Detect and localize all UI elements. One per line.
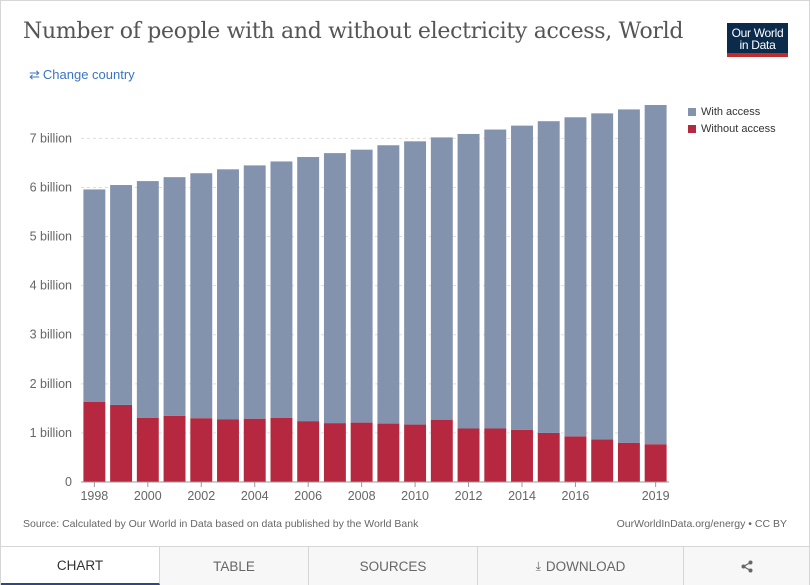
bar-with-access	[270, 161, 293, 418]
bar-without-access	[297, 421, 320, 482]
bar-without-access	[350, 422, 373, 482]
legend-swatch-without-access	[688, 124, 696, 133]
share-icon	[741, 560, 752, 572]
bar-with-access	[484, 129, 507, 429]
owid-logo[interactable]: Our World in Data	[727, 23, 788, 57]
tab-bar: CHART TABLE SOURCES ⤓ DOWNLOAD	[1, 546, 809, 585]
legend-item-with-access[interactable]: With access	[688, 103, 776, 120]
license-note[interactable]: OurWorldInData.org/energy • CC BY	[616, 518, 787, 530]
swap-arrows-icon: ⇄	[29, 67, 40, 82]
x-tick-label: 1998	[80, 489, 108, 503]
bar-without-access	[591, 439, 614, 482]
tab-table-label: TABLE	[213, 558, 255, 574]
x-tick-label: 2019	[642, 489, 670, 503]
bar-with-access	[217, 169, 239, 420]
legend-label-without-access: Without access	[701, 122, 776, 135]
y-tick-label: 2 billion	[30, 377, 72, 391]
bar-with-access	[617, 109, 640, 443]
bar-without-access	[83, 401, 106, 482]
bar-without-access	[190, 418, 213, 482]
x-tick-label: 2006	[294, 489, 322, 503]
bar-without-access	[564, 436, 587, 482]
bar-without-access	[217, 419, 239, 482]
bar-without-access	[136, 417, 159, 482]
y-tick-label: 7 billion	[30, 131, 72, 145]
bar-without-access	[110, 404, 133, 482]
legend: With access Without access	[688, 103, 776, 137]
bar-without-access	[537, 432, 560, 482]
bar-with-access	[163, 177, 186, 416]
x-tick-label: 2002	[187, 489, 215, 503]
bar-with-access	[591, 113, 614, 440]
y-tick-label: 1 billion	[30, 426, 72, 440]
x-tick-label: 2010	[401, 489, 429, 503]
tab-download[interactable]: ⤓ DOWNLOAD	[478, 547, 684, 585]
x-tick-label: 2012	[455, 489, 483, 503]
bar-without-access	[377, 423, 400, 482]
bar-with-access	[110, 185, 133, 405]
legend-label-with-access: With access	[701, 105, 761, 118]
bar-with-access	[457, 133, 480, 429]
bar-with-access	[350, 149, 373, 423]
chart-title: Number of people with and without electr…	[23, 19, 684, 44]
bar-with-access	[297, 157, 320, 422]
stacked-bar-chart: 0 1 billion 2 billion 3 billion 4 billion 5 b…	[30, 105, 670, 503]
bar-with-access	[564, 117, 587, 437]
x-tick-label: 2016	[562, 489, 590, 503]
tab-share[interactable]	[684, 547, 809, 585]
bar-without-access	[430, 419, 453, 482]
bar-with-access	[537, 121, 560, 433]
bar-without-access	[644, 444, 667, 482]
bar-with-access	[644, 105, 667, 445]
y-tick-label: 3 billion	[30, 328, 72, 342]
bar-without-access	[270, 417, 293, 482]
bar-without-access	[457, 428, 480, 482]
tab-chart[interactable]: CHART	[1, 547, 160, 585]
bar-with-access	[243, 165, 266, 419]
change-country-label: Change country	[42, 67, 135, 82]
y-tick-label: 5 billion	[30, 230, 72, 244]
tab-chart-label: CHART	[56, 557, 104, 573]
y-tick-label: 6 billion	[30, 180, 72, 194]
legend-item-without-access[interactable]: Without access	[688, 120, 776, 137]
bar-without-access	[617, 442, 640, 482]
bar-with-access	[511, 125, 533, 430]
logo-line-1: Our World	[731, 26, 784, 40]
tab-sources[interactable]: SOURCES	[309, 547, 478, 585]
bar-with-access	[377, 145, 400, 424]
bar-with-access	[430, 137, 453, 420]
source-note[interactable]: Source: Calculated by Our World in Data …	[23, 518, 419, 530]
x-tick-label: 2004	[241, 489, 269, 503]
bar-without-access	[163, 415, 186, 482]
x-tick-label: 2008	[348, 489, 376, 503]
y-tick-label: 0	[65, 475, 72, 489]
download-icon: ⤓	[535, 558, 541, 573]
change-country-button[interactable]: ⇄ Change country	[29, 67, 135, 83]
x-tick-label: 2014	[508, 489, 536, 503]
bar-without-access	[404, 424, 427, 482]
bar-without-access	[323, 423, 346, 482]
legend-swatch-with-access	[688, 107, 696, 116]
logo-line-2: in Data	[739, 38, 776, 52]
bar-with-access	[83, 189, 106, 402]
y-tick-label: 4 billion	[30, 279, 72, 293]
tab-sources-label: SOURCES	[359, 558, 427, 574]
bar-with-access	[404, 141, 427, 425]
bar-without-access	[511, 429, 533, 482]
bar-without-access	[484, 428, 507, 482]
bar-with-access	[136, 181, 159, 418]
bar-without-access	[243, 418, 266, 482]
tab-download-label: DOWNLOAD	[545, 558, 626, 574]
bar-with-access	[190, 173, 213, 419]
x-tick-label: 2000	[134, 489, 162, 503]
bar-with-access	[323, 153, 346, 424]
tab-table[interactable]: TABLE	[160, 547, 309, 585]
